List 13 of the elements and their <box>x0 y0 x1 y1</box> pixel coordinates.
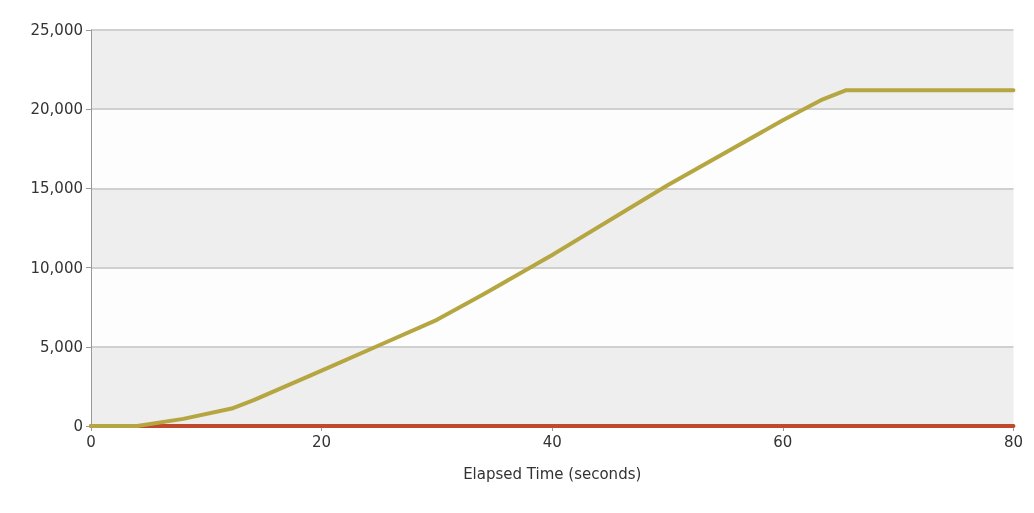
y-tick-label: 25,000 <box>30 21 83 39</box>
x-tick-label: 80 <box>1003 432 1023 451</box>
y-tick-label: 15,000 <box>30 179 83 198</box>
x-tick-label: 20 <box>312 432 332 451</box>
x-tick-label: 0 <box>86 432 96 451</box>
x-tick-label: 60 <box>773 432 793 451</box>
y-tick-label: 0 <box>73 417 83 435</box>
line-series <box>89 88 1016 428</box>
y-tick-label: 10,000 <box>30 258 83 277</box>
x-axis-title: Elapsed Time (seconds) <box>463 464 642 483</box>
y-tick-label: 20,000 <box>30 100 83 119</box>
x-tick-label: 40 <box>542 432 562 451</box>
y-tick-label: 5,000 <box>40 337 83 356</box>
